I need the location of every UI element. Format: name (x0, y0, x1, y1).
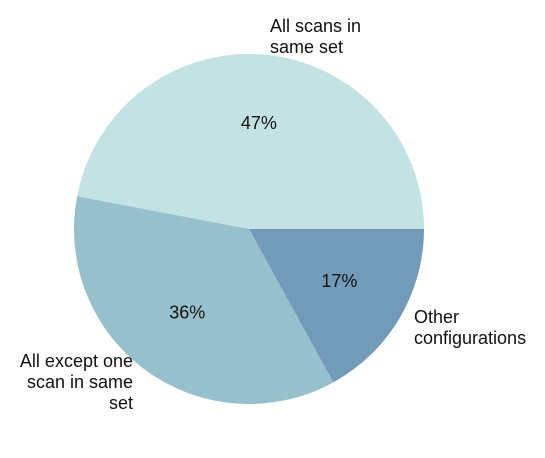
pie-slice-1-percent-label: 47% (241, 113, 277, 133)
pie-slice-3 (249, 229, 424, 383)
pie-slice-3-label: Other configurations (414, 307, 526, 348)
pie-slice-3-percent-label: 17% (321, 271, 357, 291)
pie-slice-1 (77, 54, 424, 230)
pie-slice-1-label: All scans in same set (270, 16, 361, 57)
pie-slice-2 (74, 196, 334, 405)
pie-slice-2-label: All except one scan in same set (20, 351, 133, 413)
pie-slice-2-percent-label: 36% (169, 303, 205, 323)
